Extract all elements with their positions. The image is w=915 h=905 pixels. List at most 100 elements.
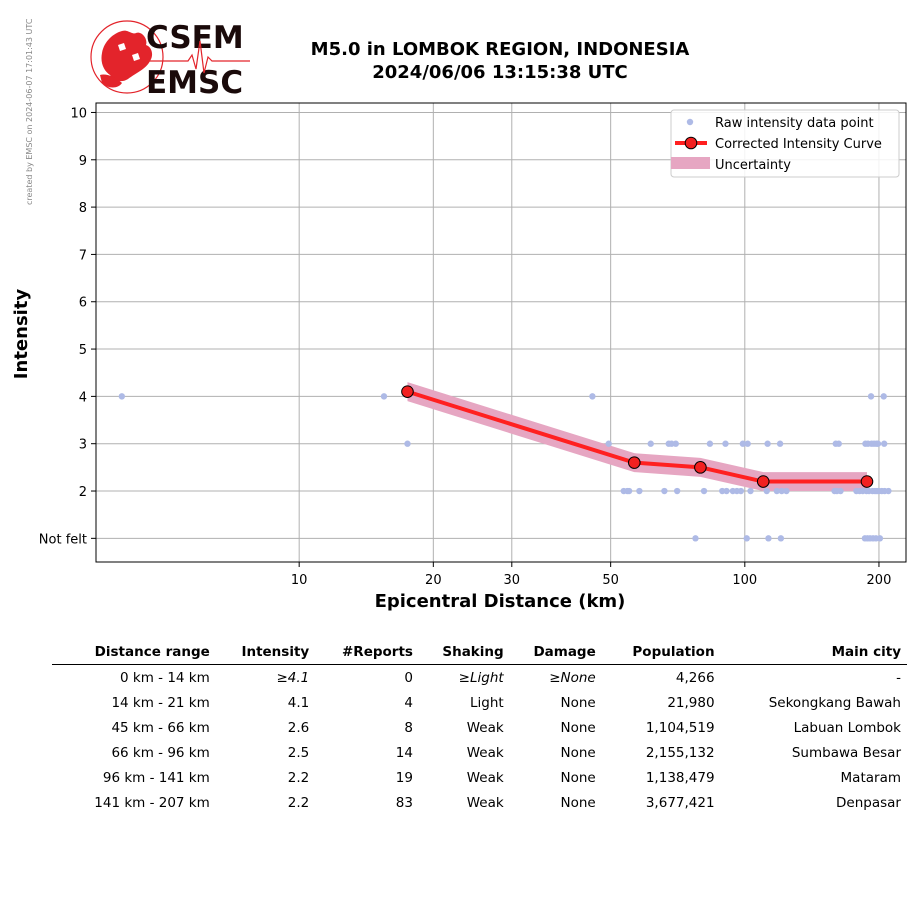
- raw-point: [773, 487, 781, 495]
- x-tick-label: 100: [732, 573, 757, 588]
- intensity-chart: 10 20 30 50 100 200 Not felt 2 3 4 5 6 7 8 9 10 Epicen…: [11, 102, 907, 612]
- legend-label: Raw intensity data point: [715, 116, 874, 131]
- col-shaking: Shaking: [418, 640, 510, 665]
- table-row: 141 km - 207 km 2.2 83 Weak None 3,677,421 Den…: [52, 790, 907, 815]
- cell-shaking: Weak: [466, 744, 504, 761]
- cell-damage: None: [560, 794, 596, 811]
- credit-text: created by EMSC on 2024-06-07 17:01:43 U…: [25, 18, 34, 205]
- y-axis-ticks: Not felt 2 3 4 5 6 7 8 9 10: [39, 106, 96, 547]
- legend-point-swatch: [686, 118, 694, 126]
- chart-legend: Raw intensity data point Corrected Intens…: [670, 109, 900, 178]
- y-tick-label: 8: [79, 201, 87, 216]
- cell-shaking: Weak: [466, 794, 504, 811]
- raw-point: [744, 440, 751, 447]
- x-tick-label: 20: [425, 573, 442, 588]
- y-tick-label: 10: [70, 106, 87, 121]
- x-tick-label: 200: [867, 573, 892, 588]
- cell-city: Mataram: [840, 769, 901, 786]
- cell-damage: None: [560, 719, 596, 736]
- raw-point: [673, 487, 681, 495]
- raw-point: [835, 440, 842, 447]
- uncertainty-area: [407, 382, 867, 492]
- raw-point: [880, 393, 887, 400]
- cell-city: -: [896, 669, 901, 686]
- cell-damage: None: [560, 769, 596, 786]
- raw-point: [747, 487, 754, 495]
- raw-point: [625, 487, 633, 495]
- intensity-table: Distance range Intensity #Reports Shakin…: [52, 640, 907, 815]
- raw-point: [647, 440, 654, 447]
- cell-reports: 83: [395, 794, 413, 811]
- title-line-2: 2024/06/06 13:15:38 UTC: [372, 62, 628, 83]
- cell-city: Denpasar: [836, 794, 901, 811]
- curve-marker: [756, 475, 770, 488]
- legend-box: [670, 109, 900, 178]
- cell-intensity: 4.1: [287, 694, 310, 711]
- col-population: Population: [601, 640, 721, 665]
- raw-point: [737, 487, 745, 495]
- cell-reports: 0: [404, 669, 413, 686]
- raw-point: [837, 487, 844, 495]
- cell-population: 1,138,479: [645, 769, 715, 786]
- raw-point: [765, 535, 772, 542]
- emsc-logo: CSEM EMSC: [90, 20, 250, 99]
- y-tick-label: 4: [79, 390, 87, 405]
- table-row: 45 km - 66 km 2.6 8 Weak None 1,104,519 Labuan…: [52, 715, 907, 740]
- cell-damage: None: [560, 744, 596, 761]
- cell-population: 3,677,421: [645, 794, 715, 811]
- col-distance-range: Distance range: [52, 640, 216, 665]
- cell-damage: ≥None: [549, 669, 596, 686]
- raw-point: [692, 535, 699, 542]
- table-row: 0 km - 14 km ≥4.1 0 ≥Light ≥None 4,266 -: [52, 665, 907, 691]
- table-header-row: Distance range Intensity #Reports Shakin…: [52, 640, 907, 665]
- y-tick-label: 2: [79, 485, 87, 500]
- cell-range: 96 km - 141 km: [102, 769, 210, 786]
- cell-range: 14 km - 21 km: [111, 694, 210, 711]
- cell-damage: None: [560, 694, 596, 711]
- cell-population: 21,980: [667, 694, 715, 711]
- y-tick-label: 5: [79, 343, 87, 358]
- raw-point: [885, 487, 892, 495]
- x-axis-ticks: 10 20 30 50 100 200: [291, 562, 891, 588]
- y-tick-label: 6: [79, 296, 87, 311]
- cell-reports: 19: [395, 769, 413, 786]
- cell-range: 66 km - 96 km: [111, 744, 210, 761]
- cell-reports: 14: [395, 744, 413, 761]
- raw-points: [118, 393, 892, 542]
- cell-shaking: Weak: [466, 719, 504, 736]
- legend-band-swatch: [671, 157, 710, 169]
- raw-point: [700, 487, 708, 495]
- x-tick-label: 50: [602, 573, 619, 588]
- col-main-city: Main city: [720, 640, 907, 665]
- y-tick-label: 7: [79, 248, 87, 263]
- col-reports: #Reports: [315, 640, 419, 665]
- raw-point: [874, 440, 882, 447]
- raw-point: [867, 393, 875, 400]
- raw-point: [739, 440, 747, 447]
- cell-city: Labuan Lombok: [793, 719, 901, 736]
- raw-point: [672, 440, 679, 447]
- plot-frame: [95, 102, 907, 563]
- intensity-curve: [401, 385, 874, 488]
- raw-point: [777, 535, 785, 542]
- cell-reports: 4: [404, 694, 413, 711]
- raw-point: [636, 487, 643, 495]
- raw-point: [743, 535, 750, 542]
- globe-icon: [90, 20, 164, 94]
- raw-point: [776, 440, 784, 447]
- raw-point: [881, 440, 888, 447]
- col-damage: Damage: [509, 640, 602, 665]
- y-tick-label: 9: [79, 154, 87, 169]
- cell-range: 45 km - 66 km: [111, 719, 210, 736]
- raw-point: [763, 487, 770, 495]
- raw-point: [380, 393, 388, 400]
- cell-population: 4,266: [675, 669, 715, 686]
- logo-csem: CSEM: [146, 20, 244, 56]
- raw-point: [118, 393, 126, 400]
- raw-point: [783, 487, 790, 495]
- table-row: 96 km - 141 km 2.2 19 Weak None 1,138,479 Mata…: [52, 765, 907, 790]
- raw-point: [722, 440, 729, 447]
- raw-point: [778, 487, 785, 495]
- cell-city: Sekongkang Bawah: [768, 694, 901, 711]
- seismogram-icon: [146, 40, 250, 74]
